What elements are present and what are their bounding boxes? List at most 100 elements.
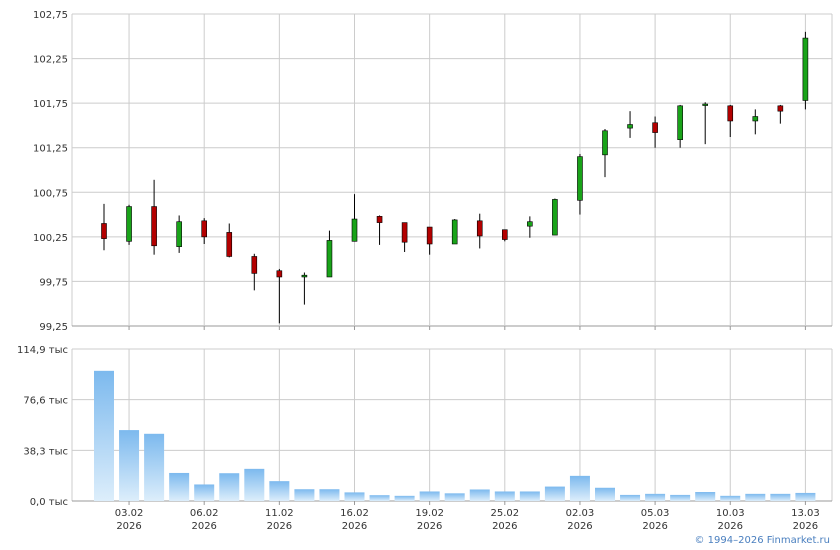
x-tick-year-label: 2026 bbox=[718, 521, 743, 532]
x-tick-date-label: 25.02 bbox=[490, 508, 519, 519]
volume-bar bbox=[369, 495, 390, 501]
price-y-tick-label: 99,75 bbox=[39, 277, 68, 288]
volume-bar bbox=[795, 492, 816, 501]
volume-bar bbox=[419, 491, 440, 501]
candle bbox=[802, 31, 809, 110]
candle-body bbox=[527, 221, 533, 227]
candle bbox=[126, 204, 132, 245]
x-tick-date-label: 03.02 bbox=[115, 508, 144, 519]
volume-bar bbox=[169, 472, 190, 501]
volume-bar bbox=[319, 489, 340, 501]
candle-body bbox=[151, 206, 157, 247]
volume-bar bbox=[645, 493, 666, 501]
candle bbox=[326, 230, 333, 278]
x-tick-date-label: 06.02 bbox=[190, 508, 219, 519]
price-y-axis: 102,75 102,25 101,75 101,25 100,75 100,25 99,7… bbox=[33, 10, 68, 333]
volume-bar bbox=[244, 468, 265, 501]
candle-body bbox=[426, 226, 433, 245]
candle-body bbox=[627, 124, 633, 129]
x-tick-year-label: 2026 bbox=[492, 521, 517, 532]
volume-y-tick-label: 114,9 тыс bbox=[17, 345, 68, 356]
price-y-tick-label: 101,75 bbox=[33, 99, 68, 110]
price-y-tick-label: 100,75 bbox=[33, 188, 68, 199]
candle-body bbox=[727, 105, 734, 122]
candle-body bbox=[752, 116, 759, 122]
volume-bar bbox=[519, 491, 540, 501]
price-chart-panel: 102,75 102,25 101,75 101,25 100,75 100,25 99,7… bbox=[33, 10, 833, 333]
candle-body bbox=[652, 122, 658, 133]
candle bbox=[752, 109, 759, 135]
candle-body bbox=[176, 221, 182, 247]
candle bbox=[777, 104, 784, 124]
x-tick-date-label: 16.02 bbox=[340, 508, 369, 519]
candle bbox=[276, 268, 283, 324]
x-tick-date-label: 05.03 bbox=[641, 508, 670, 519]
candle-body bbox=[702, 103, 709, 106]
volume-y-tick-label: 0,0 тыс bbox=[30, 497, 68, 508]
candle-body bbox=[326, 240, 333, 278]
volume-bar bbox=[444, 493, 465, 501]
candle-body bbox=[251, 256, 258, 274]
candle bbox=[552, 198, 558, 236]
candle-body bbox=[126, 206, 132, 242]
copyright-link[interactable]: © 1994–2026 Finmarket.ru bbox=[694, 535, 830, 546]
candle bbox=[451, 219, 458, 245]
candle bbox=[577, 153, 583, 215]
candle-body bbox=[552, 199, 558, 236]
candle bbox=[401, 222, 408, 253]
candle bbox=[226, 223, 233, 258]
volume-bar bbox=[620, 494, 641, 501]
volume-bar bbox=[294, 489, 315, 501]
candle-body bbox=[802, 37, 809, 101]
candle-body bbox=[376, 216, 383, 223]
volume-bar bbox=[544, 486, 565, 501]
volume-y-tick-label: 76,6 тыс bbox=[23, 396, 68, 407]
candle bbox=[176, 215, 182, 253]
candle bbox=[727, 104, 734, 138]
x-tick-date-label: 13.03 bbox=[791, 508, 820, 519]
x-tick-year-label: 2026 bbox=[342, 521, 367, 532]
candle bbox=[702, 102, 709, 145]
volume-bar bbox=[494, 491, 515, 501]
price-y-tick-label: 99,25 bbox=[39, 322, 68, 333]
x-tick-year-label: 2026 bbox=[642, 521, 667, 532]
candle-body bbox=[476, 220, 483, 237]
volume-bar-series bbox=[94, 370, 816, 501]
candle bbox=[201, 218, 207, 244]
volume-bar bbox=[269, 481, 290, 501]
candle bbox=[476, 213, 483, 249]
candle bbox=[376, 215, 383, 245]
volume-bar bbox=[670, 494, 691, 501]
volume-bar bbox=[595, 487, 615, 501]
candle bbox=[627, 111, 633, 138]
volume-chart-panel: 114,9 тыс 76,6 тыс 38,3 тыс 0,0 тыс bbox=[17, 345, 833, 508]
candle-body bbox=[101, 223, 107, 239]
candle bbox=[101, 203, 107, 251]
candle-body bbox=[226, 232, 233, 257]
price-y-tick-label: 101,25 bbox=[33, 144, 68, 155]
x-tick-year-label: 2026 bbox=[191, 521, 216, 532]
x-tick-year-label: 2026 bbox=[417, 521, 442, 532]
candle-body bbox=[777, 105, 784, 112]
volume-bar bbox=[720, 495, 741, 501]
volume-y-tick-label: 38,3 тыс bbox=[23, 446, 68, 457]
volume-bar bbox=[344, 492, 365, 501]
price-y-tick-label: 102,25 bbox=[33, 55, 68, 66]
price-grid bbox=[71, 13, 833, 330]
x-tick-date-label: 11.02 bbox=[265, 508, 294, 519]
price-y-tick-label: 100,25 bbox=[33, 233, 68, 244]
x-tick-date-label: 02.03 bbox=[566, 508, 595, 519]
x-tick-date-label: 19.02 bbox=[415, 508, 444, 519]
volume-bar bbox=[394, 495, 415, 501]
candle bbox=[677, 104, 683, 148]
volume-bar bbox=[469, 489, 490, 501]
candle-body bbox=[401, 222, 408, 243]
candle bbox=[151, 179, 157, 255]
volume-bar bbox=[119, 430, 140, 501]
candle bbox=[501, 229, 508, 242]
volume-y-axis: 114,9 тыс 76,6 тыс 38,3 тыс 0,0 тыс bbox=[17, 345, 68, 508]
candle-body bbox=[677, 105, 683, 140]
candle bbox=[351, 194, 358, 242]
candle-body bbox=[276, 270, 283, 278]
